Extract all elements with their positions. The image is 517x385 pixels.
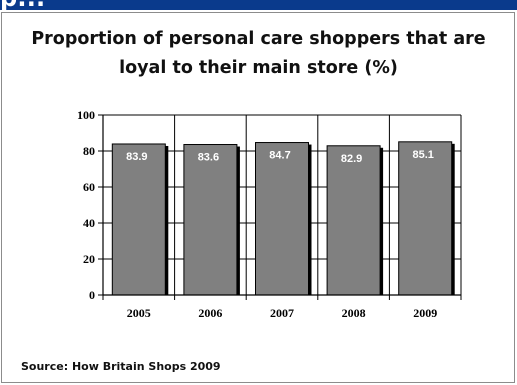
x-tick-label: 2009 — [413, 306, 437, 320]
y-tick-label: 0 — [89, 288, 95, 302]
data-label: 84.7 — [269, 150, 290, 162]
data-label: 83.9 — [126, 151, 147, 163]
bar — [398, 141, 453, 296]
chart-title-line-1: Proportion of personal care shoppers tha… — [31, 29, 486, 49]
chart-title: Proportion of personal care shoppers tha… — [0, 25, 517, 83]
chart-title-line-2: loyal to their main store (%) — [119, 58, 398, 78]
bar — [183, 144, 238, 296]
banner-clipped-title: p... — [0, 0, 45, 10]
source-note: Source: How Britain Shops 2009 — [21, 360, 221, 373]
top-banner: p... — [0, 0, 517, 10]
y-tick-label: 80 — [83, 144, 95, 158]
x-tick-label: 2005 — [127, 306, 151, 320]
x-tick-label: 2006 — [198, 306, 222, 320]
x-tick-label: 2007 — [270, 306, 294, 320]
data-label: 85.1 — [412, 149, 433, 161]
bar — [255, 142, 309, 296]
x-tick-label: 2008 — [342, 306, 366, 320]
bar — [326, 145, 381, 296]
bar — [111, 143, 166, 296]
data-label: 83.6 — [198, 152, 219, 164]
y-tick-label: 20 — [83, 252, 95, 266]
y-tick-label: 100 — [77, 108, 95, 122]
data-label: 82.9 — [341, 153, 362, 165]
y-tick-label: 40 — [83, 216, 95, 230]
y-tick-label: 60 — [83, 180, 95, 194]
